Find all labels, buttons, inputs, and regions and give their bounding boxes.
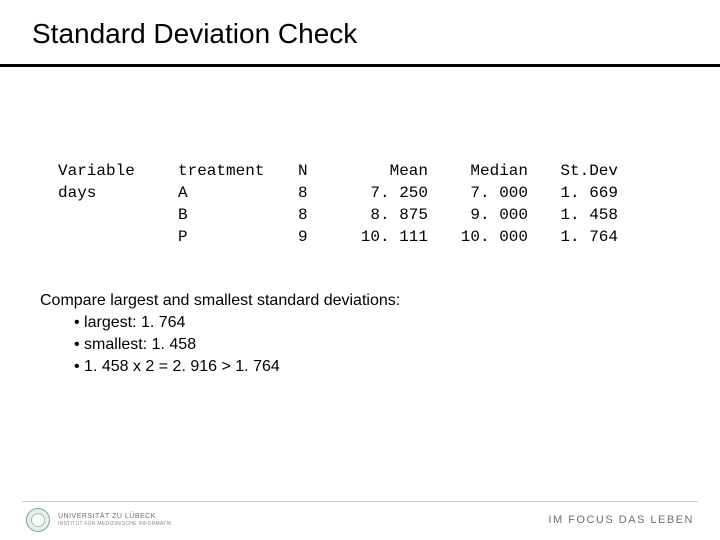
cell-stdev: 1. 764 [528, 226, 618, 248]
notes-lead: Compare largest and smallest standard de… [40, 290, 400, 312]
cell-median: 10. 000 [428, 226, 528, 248]
cell-median: 7. 000 [428, 182, 528, 204]
footer-slogan: IM FOCUS DAS LEBEN [548, 514, 694, 526]
table-row: days A 8 7. 250 7. 000 1. 669 [58, 182, 618, 204]
table-header-row: Variable treatment N Mean Median St.Dev [58, 160, 618, 182]
notes-bullet: • smallest: 1. 458 [40, 334, 400, 356]
cell-treatment: P [178, 226, 298, 248]
table-row: P 9 10. 111 10. 000 1. 764 [58, 226, 618, 248]
footer-rule [22, 501, 698, 502]
comparison-notes: Compare largest and smallest standard de… [40, 290, 400, 378]
cell-treatment: B [178, 204, 298, 226]
col-header-median: Median [428, 160, 528, 182]
cell-n: 9 [298, 226, 338, 248]
logo-text: UNIVERSITÄT ZU LÜBECK INSTITUT FÜR MEDIZ… [58, 513, 172, 527]
cell-variable [58, 226, 178, 248]
notes-bullet: • largest: 1. 764 [40, 312, 400, 334]
stats-table: Variable treatment N Mean Median St.Dev … [58, 160, 618, 248]
cell-mean: 10. 111 [338, 226, 428, 248]
col-header-stdev: St.Dev [528, 160, 618, 182]
title-rule [0, 64, 720, 67]
notes-bullet: • 1. 458 x 2 = 2. 916 > 1. 764 [40, 356, 400, 378]
university-logo: UNIVERSITÄT ZU LÜBECK INSTITUT FÜR MEDIZ… [26, 508, 172, 532]
logo-line-2: INSTITUT FÜR MEDIZINISCHE INFORMATIK [58, 522, 172, 527]
slide: Standard Deviation Check Variable treatm… [0, 0, 720, 540]
page-title: Standard Deviation Check [32, 18, 357, 50]
cell-mean: 7. 250 [338, 182, 428, 204]
cell-n: 8 [298, 204, 338, 226]
seal-icon [26, 508, 50, 532]
cell-n: 8 [298, 182, 338, 204]
col-header-n: N [298, 160, 338, 182]
cell-stdev: 1. 669 [528, 182, 618, 204]
cell-mean: 8. 875 [338, 204, 428, 226]
cell-variable: days [58, 182, 178, 204]
cell-treatment: A [178, 182, 298, 204]
cell-median: 9. 000 [428, 204, 528, 226]
cell-stdev: 1. 458 [528, 204, 618, 226]
cell-variable [58, 204, 178, 226]
logo-line-1: UNIVERSITÄT ZU LÜBECK [58, 513, 172, 520]
slide-footer: UNIVERSITÄT ZU LÜBECK INSTITUT FÜR MEDIZ… [0, 494, 720, 540]
col-header-treatment: treatment [178, 160, 298, 182]
table-row: B 8 8. 875 9. 000 1. 458 [58, 204, 618, 226]
col-header-variable: Variable [58, 160, 178, 182]
col-header-mean: Mean [338, 160, 428, 182]
